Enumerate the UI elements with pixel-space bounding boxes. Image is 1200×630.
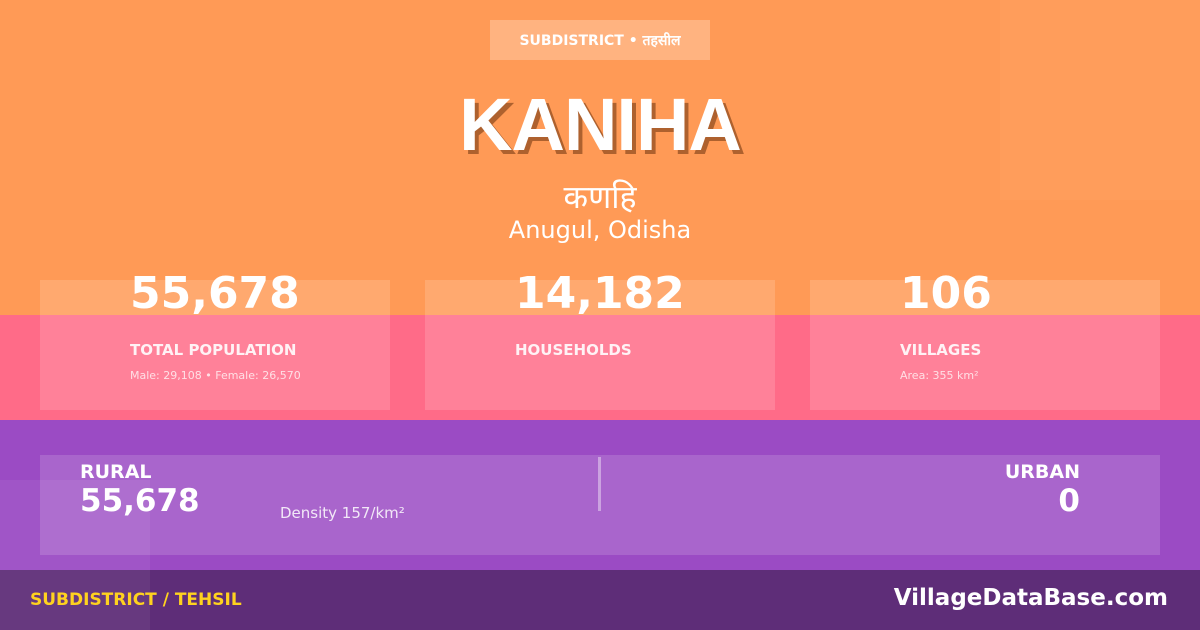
stats-band bbox=[0, 315, 1200, 420]
stat-card-households: 14,182 HOUSEHOLDS bbox=[425, 268, 775, 410]
stat-value: 106 bbox=[900, 268, 992, 319]
title-hindi: कणहि bbox=[563, 178, 637, 216]
decorative-square bbox=[0, 480, 150, 630]
footer-category: SUBDISTRICT / TEHSIL bbox=[30, 590, 242, 610]
location: Anugul, Odisha bbox=[508, 216, 692, 244]
stat-sub: Area: 355 km² bbox=[900, 369, 979, 382]
page-title: KANIHA bbox=[459, 83, 742, 166]
stat-card-population: 55,678 TOTAL POPULATION Male: 29,108 • F… bbox=[40, 268, 390, 410]
split-band bbox=[0, 420, 1200, 570]
rural-value: 55,678 bbox=[80, 483, 200, 519]
footer-band bbox=[0, 570, 1200, 630]
stat-sub: Male: 29,108 • Female: 26,570 bbox=[130, 369, 301, 382]
density: Density 157/km² bbox=[280, 504, 405, 522]
divider bbox=[598, 457, 601, 511]
header-band bbox=[0, 0, 1200, 315]
stat-label: VILLAGES bbox=[900, 341, 982, 359]
rural-label: RURAL bbox=[80, 461, 152, 483]
stat-card-villages: 106 VILLAGES Area: 355 km² bbox=[810, 268, 1160, 410]
urban-label: URBAN bbox=[1004, 461, 1080, 483]
type-badge: SUBDISTRICT • तहसील bbox=[490, 20, 710, 60]
urban-value: 0 bbox=[1058, 483, 1080, 519]
stat-label: TOTAL POPULATION bbox=[130, 341, 297, 359]
rural-urban-panel: RURAL 55,678 Density 157/km² URBAN 0 bbox=[40, 455, 1160, 555]
site-name[interactable]: VillageDataBase.com bbox=[893, 585, 1168, 611]
stat-value: 14,182 bbox=[515, 268, 685, 319]
stat-label: HOUSEHOLDS bbox=[515, 341, 632, 359]
stat-value: 55,678 bbox=[130, 268, 300, 319]
